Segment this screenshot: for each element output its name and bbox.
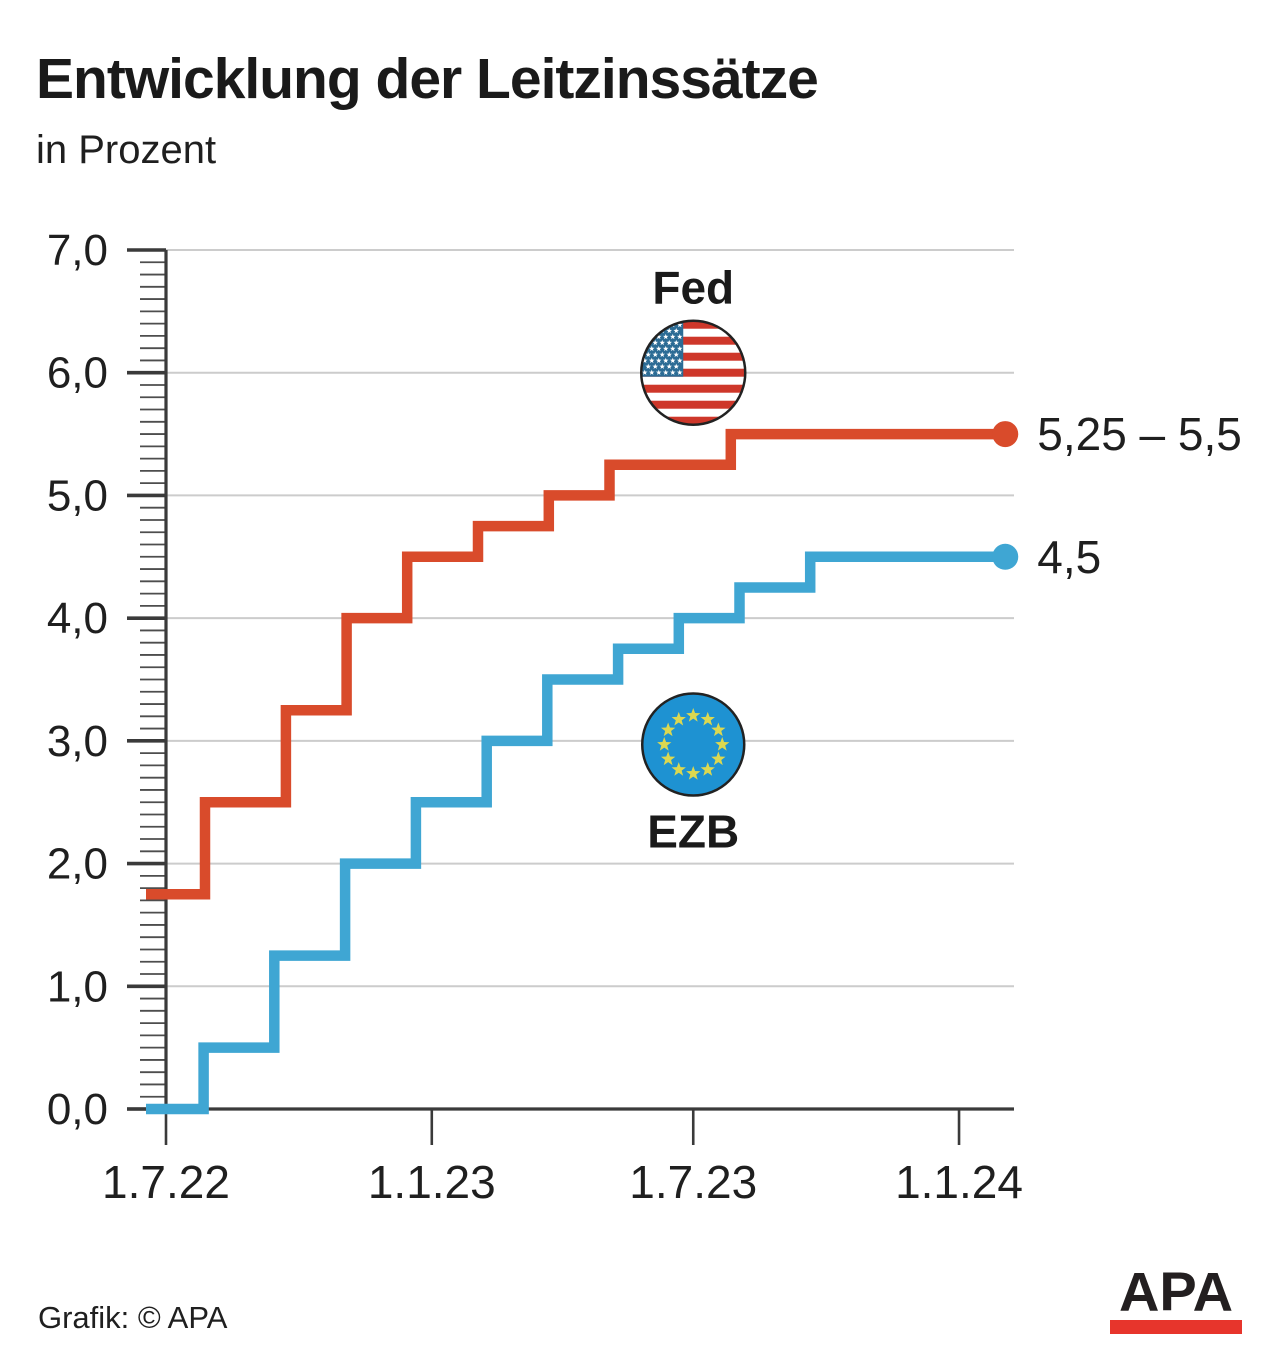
x-tick-label: 1.7.23 xyxy=(629,1156,757,1208)
annotation-label-ezb: EZB xyxy=(647,806,739,858)
y-tick-label: 7,0 xyxy=(47,226,108,275)
x-tick-label: 1.1.23 xyxy=(368,1156,496,1208)
us-flag-icon xyxy=(639,319,747,426)
series-line-ezb xyxy=(146,551,1006,1115)
y-tick-label: 2,0 xyxy=(47,840,108,889)
apa-logo: APA xyxy=(1106,1260,1246,1334)
x-tick-label: 1.7.22 xyxy=(102,1156,230,1208)
source-credit: Grafik: © APA xyxy=(38,1300,228,1335)
y-tick-label: 0,0 xyxy=(47,1085,108,1134)
series-end-label-ezb: 4,5 xyxy=(1037,531,1101,583)
series-line-fed xyxy=(146,428,1006,900)
y-tick-label: 4,0 xyxy=(47,594,108,643)
annotation-label-fed: Fed xyxy=(652,262,734,314)
series-end-dot-fed xyxy=(992,421,1019,448)
eu-flag-icon xyxy=(640,692,746,797)
apa-logo-text: APA xyxy=(1118,1260,1234,1323)
chart-title: Entwicklung der Leitzinssätze xyxy=(36,47,819,111)
y-tick-label: 5,0 xyxy=(47,471,108,520)
series-end-dot-ezb xyxy=(992,543,1019,570)
y-tick-label: 3,0 xyxy=(47,717,108,766)
y-tick-label: 6,0 xyxy=(47,349,108,398)
x-tick-label: 1.1.24 xyxy=(895,1156,1023,1208)
y-tick-label: 1,0 xyxy=(47,962,108,1011)
chart-subtitle: in Prozent xyxy=(36,128,217,172)
apa-logo-bar xyxy=(1110,1320,1242,1334)
series-end-label-fed: 5,25 – 5,5 xyxy=(1037,408,1242,460)
